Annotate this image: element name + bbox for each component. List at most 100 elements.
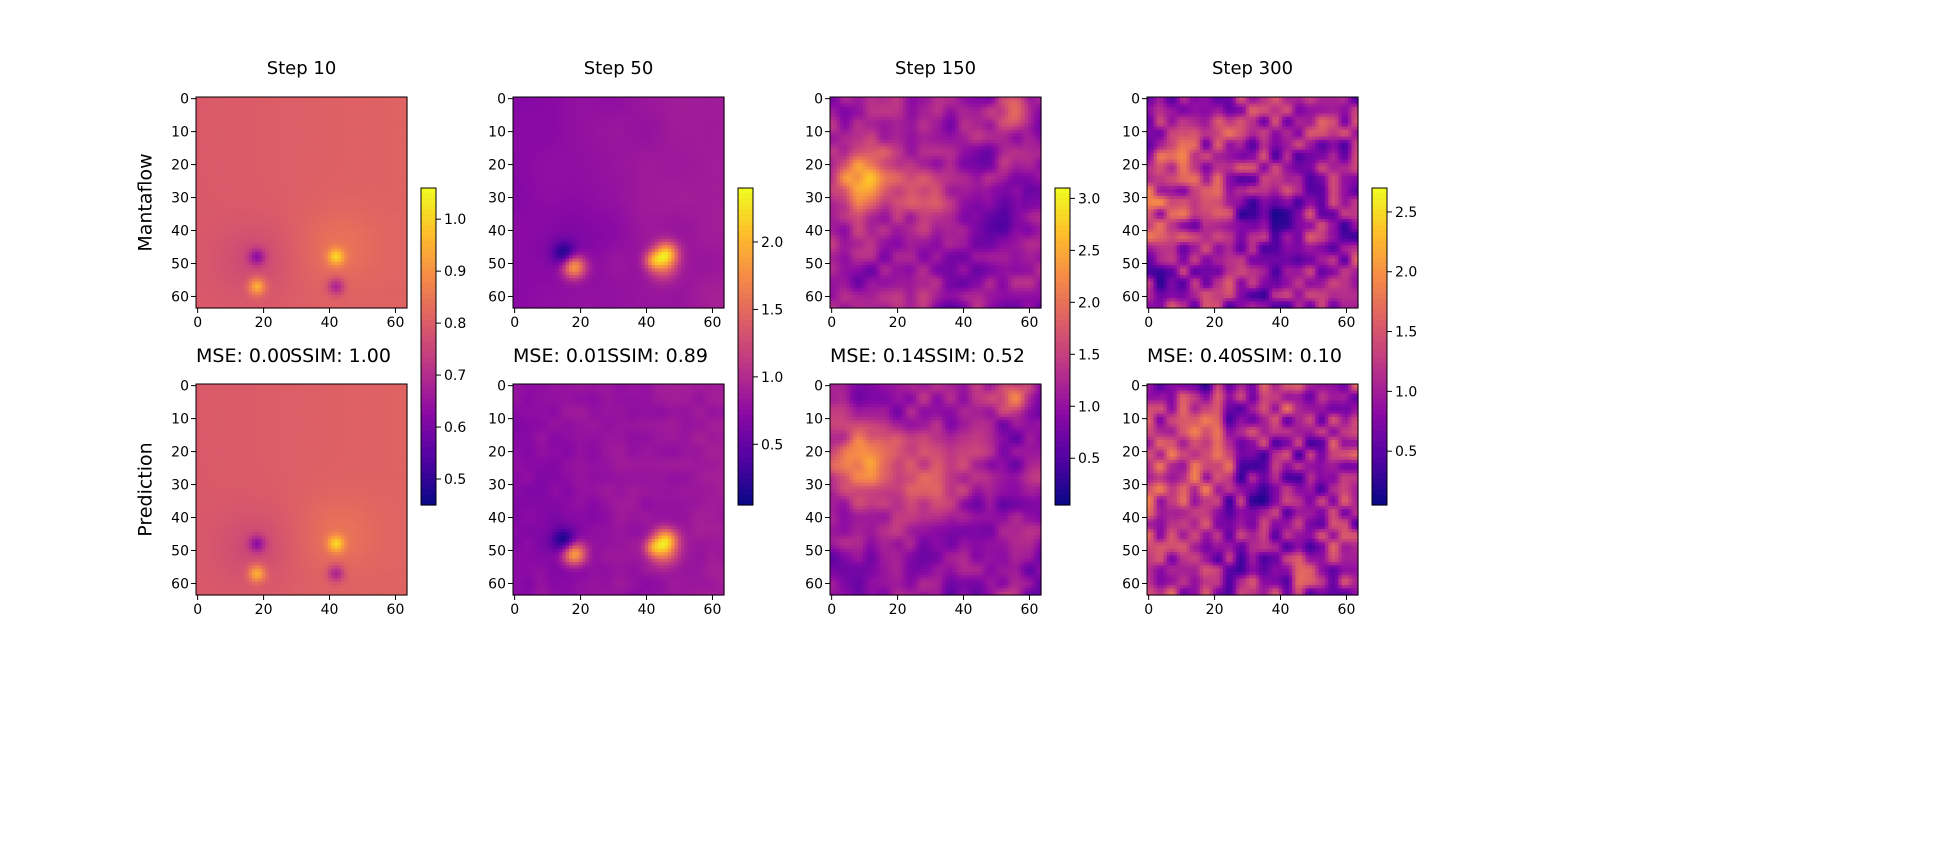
heatmap-cell xyxy=(350,139,355,144)
heatmap-cell xyxy=(321,97,326,101)
heatmap-cell xyxy=(255,156,260,161)
heatmap-cell xyxy=(199,169,204,174)
heatmap-cell xyxy=(390,156,395,161)
heatmap-cell xyxy=(271,159,276,164)
heatmap-cell xyxy=(387,103,392,108)
heatmap-cell xyxy=(212,136,217,141)
heatmap-cell xyxy=(317,116,322,121)
heatmap-cell xyxy=(225,100,230,105)
heatmap-cell xyxy=(387,113,392,118)
heatmap-cell xyxy=(265,113,270,118)
heatmap-cell xyxy=(403,136,408,141)
heatmap-cell xyxy=(271,116,276,121)
heatmap-cell xyxy=(248,110,253,115)
heatmap-cell xyxy=(314,129,319,134)
heatmap-cell xyxy=(337,182,342,187)
heatmap-cell xyxy=(235,182,240,187)
heatmap-cell xyxy=(225,97,230,101)
heatmap-cell xyxy=(344,176,349,181)
heatmap-cell xyxy=(301,103,306,108)
heatmap-cell xyxy=(215,106,220,111)
heatmap-cell xyxy=(387,129,392,134)
heatmap-cell xyxy=(261,162,266,167)
heatmap-cell xyxy=(301,159,306,164)
heatmap-cell xyxy=(344,97,349,101)
heatmap-cell xyxy=(311,139,316,144)
heatmap-cell xyxy=(403,113,408,118)
heatmap-cell xyxy=(321,139,326,144)
heatmap-cell xyxy=(202,172,207,177)
heatmap-cell xyxy=(268,166,273,171)
heatmap-cell xyxy=(248,116,253,121)
heatmap-cell xyxy=(301,146,306,151)
heatmap-cell xyxy=(334,136,339,141)
heatmap-cell xyxy=(222,149,227,154)
heatmap-cell xyxy=(199,113,204,118)
heatmap-cell xyxy=(238,153,243,157)
heatmap-cell xyxy=(291,139,296,144)
heatmap-cell xyxy=(400,169,405,174)
heatmap-cell xyxy=(219,97,223,101)
heatmap-cell xyxy=(228,166,233,171)
heatmap-cell xyxy=(281,162,286,167)
heatmap-cell xyxy=(403,153,408,157)
heatmap-cell xyxy=(238,133,243,138)
heatmap-cell xyxy=(298,110,303,115)
heatmap-cell xyxy=(265,186,270,190)
heatmap-cell xyxy=(222,146,227,151)
heatmap-cell xyxy=(364,123,369,128)
x-tick-label: 0 xyxy=(193,315,202,331)
heatmap-cell xyxy=(337,110,342,115)
heatmap-cell xyxy=(235,159,240,164)
heatmap-cell xyxy=(271,166,276,171)
heatmap-cell xyxy=(268,120,273,124)
heatmap-cell xyxy=(370,169,375,174)
heatmap-cell xyxy=(261,113,266,118)
heatmap-cell xyxy=(268,153,273,157)
heatmap-cell xyxy=(278,179,283,184)
heatmap-cell xyxy=(281,123,286,128)
heatmap-cell xyxy=(337,179,342,184)
heatmap-cell xyxy=(331,136,336,141)
heatmap-cell xyxy=(337,126,342,131)
heatmap-cell xyxy=(291,156,296,161)
heatmap-cell xyxy=(245,169,250,174)
heatmap-cell xyxy=(285,129,289,134)
heatmap-cell xyxy=(301,143,306,148)
heatmap-cell xyxy=(258,113,263,118)
heatmap-cell xyxy=(350,182,355,187)
heatmap-cell xyxy=(317,176,322,181)
heatmap-cell xyxy=(324,123,329,128)
heatmap-cell xyxy=(238,113,243,118)
heatmap-cell xyxy=(238,110,243,115)
heatmap-cell xyxy=(314,153,319,157)
heatmap-cell xyxy=(202,166,207,171)
heatmap-cell xyxy=(205,182,210,187)
heatmap-cell xyxy=(344,156,349,161)
heatmap-cell xyxy=(321,153,326,157)
heatmap-cell xyxy=(285,176,289,181)
heatmap-cell xyxy=(321,182,326,187)
heatmap-cell xyxy=(238,100,243,105)
heatmap-cell xyxy=(383,129,388,134)
heatmap-cell xyxy=(255,103,260,108)
heatmap-cell xyxy=(403,139,408,144)
heatmap-cell xyxy=(228,159,233,164)
heatmap-cell xyxy=(380,139,385,144)
heatmap-cell xyxy=(199,116,204,121)
heatmap-cell xyxy=(225,126,230,131)
heatmap-cell xyxy=(321,149,326,154)
heatmap-cell xyxy=(196,103,200,108)
heatmap-cell xyxy=(324,106,329,111)
heatmap-cell xyxy=(215,156,220,161)
heatmap-cell xyxy=(205,176,210,181)
heatmap-cell xyxy=(196,146,200,151)
heatmap-cell xyxy=(390,120,395,124)
heatmap-cell xyxy=(242,159,247,164)
heatmap-cell xyxy=(205,146,210,151)
heatmap-cell xyxy=(261,97,266,101)
heatmap-cell xyxy=(268,133,273,138)
heatmap-cell xyxy=(261,159,266,164)
heatmap-cell xyxy=(374,156,378,161)
heatmap-cell xyxy=(324,162,329,167)
